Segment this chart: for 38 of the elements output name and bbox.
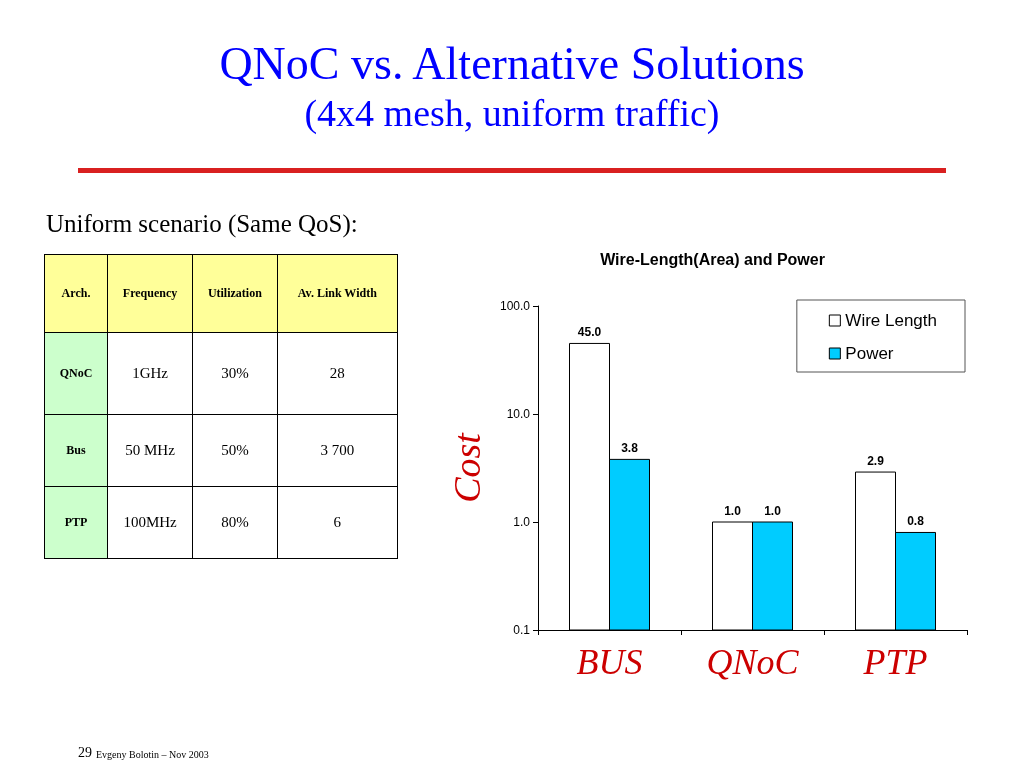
- y-axis-title: Cost: [446, 431, 488, 503]
- legend-label: Wire Length: [845, 311, 938, 330]
- legend-label: Power: [845, 344, 894, 363]
- y-tick-label: 0.1: [513, 623, 531, 637]
- data-label: 2.9: [867, 454, 885, 469]
- text: 6: [333, 514, 342, 530]
- category-label: Frequency: [107, 254, 193, 333]
- x-tick-label: BUS: [576, 642, 643, 682]
- data-label: 0.8: [907, 514, 925, 529]
- text: 100MHz: [123, 514, 177, 530]
- x-tick-label: PTP: [862, 642, 928, 682]
- category-label: QNoC: [59, 366, 93, 380]
- data-label: 3.8: [621, 441, 639, 456]
- text: 50%: [221, 442, 249, 458]
- category-label: Utilization: [192, 254, 278, 333]
- text: 28: [329, 365, 345, 381]
- text: 80%: [221, 514, 249, 530]
- text: Uniform scenario (Same QoS):: [46, 210, 358, 238]
- text: 3 700: [320, 442, 355, 458]
- x-tick-label: QNoC: [706, 642, 800, 682]
- data-label: 1.0: [724, 504, 742, 518]
- data-label: 1.0: [764, 504, 782, 518]
- category-label: Arch.: [44, 254, 108, 333]
- y-tick-label: 100.0: [499, 299, 531, 313]
- text: (4x4 mesh, uniform traffic): [303, 91, 721, 136]
- category-label: Av. Link Width: [277, 254, 398, 333]
- y-tick-label: 1.0: [513, 515, 531, 529]
- category-label: Bus: [66, 443, 86, 457]
- data-label: 45.0: [577, 325, 602, 340]
- y-tick-label: 10.0: [506, 407, 531, 421]
- text: 1GHz: [132, 365, 168, 381]
- text: QNoC vs. Alternative Solutions: [218, 38, 806, 90]
- text: 30%: [221, 365, 249, 381]
- category-label: PTP: [64, 515, 88, 529]
- chart-title: Wire-Length(Area) and Power: [600, 250, 825, 268]
- text: 50 MHz: [125, 442, 175, 458]
- text: 29: [78, 745, 92, 761]
- text: Evgeny Bolotin – Nov 2003: [96, 749, 209, 760]
